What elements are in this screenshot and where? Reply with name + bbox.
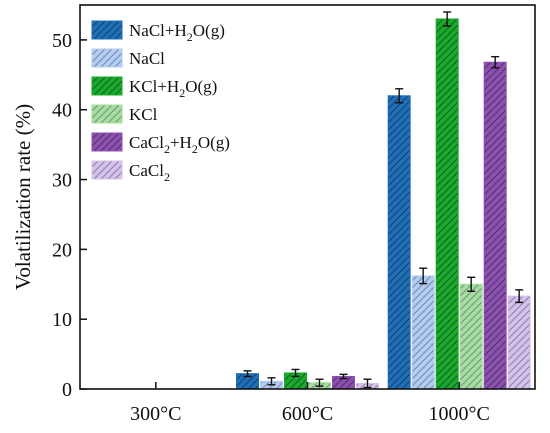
bars-layer bbox=[236, 18, 531, 390]
error-bar bbox=[491, 55, 500, 69]
y-tick-label: 40 bbox=[52, 100, 72, 122]
error-bar bbox=[443, 11, 452, 27]
legend-swatch bbox=[91, 132, 123, 152]
y-tick-label: 0 bbox=[62, 379, 72, 401]
error-bar bbox=[515, 289, 524, 304]
legend-swatch bbox=[91, 48, 123, 68]
error-bar bbox=[243, 370, 252, 378]
legend-label: KCl bbox=[129, 105, 158, 124]
x-tick-label: 600°C bbox=[282, 403, 333, 425]
legend-label: KCl+H2O(g) bbox=[129, 77, 217, 100]
bar bbox=[459, 283, 483, 390]
y-axis-title: Volatilization rate (%) bbox=[11, 104, 35, 290]
error-bar bbox=[363, 378, 372, 389]
legend-item: KCl+H2O(g) bbox=[91, 76, 217, 100]
error-bar bbox=[315, 378, 324, 387]
error-bar bbox=[419, 267, 428, 285]
y-tick-label: 30 bbox=[52, 170, 72, 192]
legend-label: NaCl bbox=[129, 49, 165, 68]
bar bbox=[507, 295, 531, 390]
legend-swatch bbox=[91, 20, 123, 40]
x-tick-label: 300°C bbox=[130, 403, 181, 425]
legend-item: NaCl+H2O(g) bbox=[91, 20, 225, 44]
x-axis: 300°C 600°C 1000°C bbox=[130, 382, 490, 425]
bar bbox=[435, 18, 459, 390]
legend-swatch bbox=[91, 76, 123, 96]
legend-item: CaCl2+H2O(g) bbox=[91, 132, 230, 156]
legend: NaCl+H2O(g) NaCl KCl+H2O(g) KCl CaCl2+H2O(g)… bbox=[91, 20, 230, 184]
legend-item: NaCl bbox=[91, 48, 165, 68]
error-bar bbox=[395, 88, 404, 104]
legend-swatch bbox=[91, 104, 123, 124]
bar bbox=[483, 61, 507, 390]
error-bar bbox=[339, 373, 348, 380]
legend-label: NaCl+H2O(g) bbox=[129, 21, 225, 44]
error-bar bbox=[267, 377, 276, 386]
y-tick-label: 20 bbox=[52, 239, 72, 261]
y-tick-label: 10 bbox=[52, 309, 72, 331]
error-bar bbox=[291, 368, 300, 378]
legend-label: CaCl2+H2O(g) bbox=[129, 133, 230, 156]
y-axis: 0 10 20 30 40 50 bbox=[52, 30, 87, 401]
legend-label: CaCl2 bbox=[129, 161, 170, 184]
legend-swatch bbox=[91, 160, 123, 180]
error-bars-layer bbox=[243, 11, 524, 389]
error-bar bbox=[467, 276, 476, 292]
legend-item: CaCl2 bbox=[91, 160, 170, 184]
y-tick-label: 50 bbox=[52, 30, 72, 52]
legend-item: KCl bbox=[91, 104, 158, 124]
bar bbox=[387, 95, 411, 390]
x-tick-label: 1000°C bbox=[428, 403, 489, 425]
bar bbox=[411, 275, 435, 390]
